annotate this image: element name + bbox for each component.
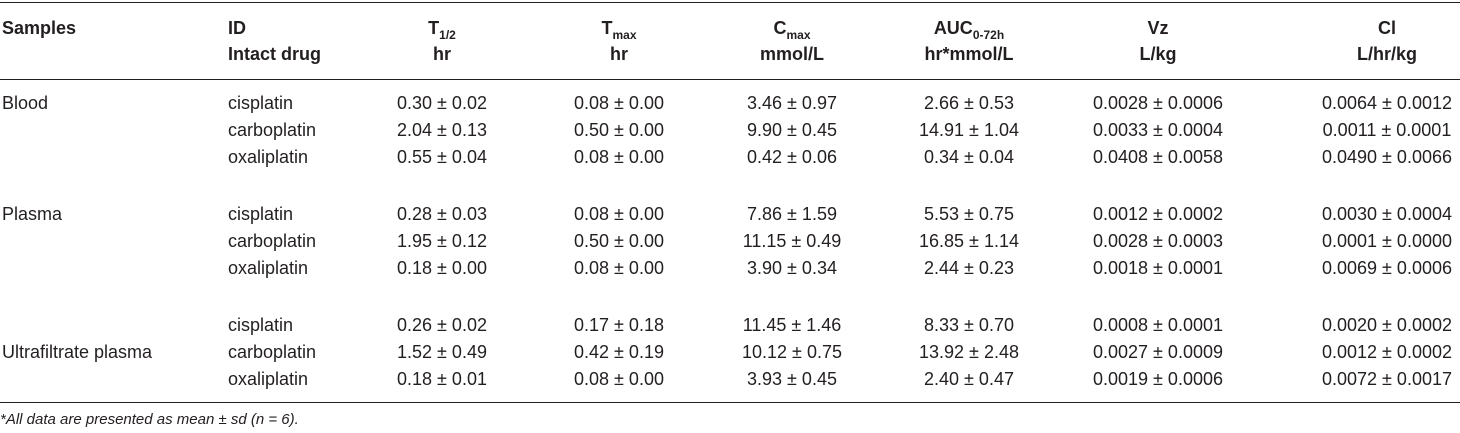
header-auc-unit: hr*mmol/L bbox=[924, 44, 1014, 64]
value-t-half: 0.28 ± 0.03 bbox=[397, 204, 487, 224]
drug-name: carboplatin bbox=[228, 120, 317, 140]
value-vz: 0.0012 ± 0.0002 bbox=[1093, 204, 1223, 224]
value-auc: 13.92 ± 2.48 bbox=[919, 342, 1019, 362]
value-cmax: 10.12 ± 0.75 bbox=[742, 342, 842, 362]
drug-name: cisplatin bbox=[228, 315, 294, 335]
header-cmax: Cmax bbox=[773, 18, 811, 42]
value-auc: 5.53 ± 0.75 bbox=[924, 204, 1014, 224]
header-cmax-unit: mmol/L bbox=[759, 44, 824, 64]
value-auc: 8.33 ± 0.70 bbox=[924, 315, 1014, 335]
value-tmax: 0.50 ± 0.00 bbox=[574, 120, 664, 140]
value-t-half: 0.18 ± 0.00 bbox=[397, 258, 487, 278]
value-t-half: 0.26 ± 0.02 bbox=[397, 315, 487, 335]
value-cl: 0.0490 ± 0.0066 bbox=[1322, 147, 1452, 167]
value-vz: 0.0018 ± 0.0001 bbox=[1093, 258, 1223, 278]
value-t-half: 2.04 ± 0.13 bbox=[397, 120, 487, 140]
drug-name: oxaliplatin bbox=[228, 369, 309, 389]
drug-name: cisplatin bbox=[228, 204, 294, 224]
header-cl: Cl bbox=[1378, 18, 1396, 38]
value-auc: 14.91 ± 1.04 bbox=[919, 120, 1019, 140]
sample-label: Plasma bbox=[2, 204, 63, 224]
value-cmax: 7.86 ± 1.59 bbox=[747, 204, 837, 224]
sample-label: Blood bbox=[2, 93, 49, 113]
value-tmax: 0.08 ± 0.00 bbox=[574, 369, 664, 389]
value-cmax: 0.42 ± 0.06 bbox=[747, 147, 837, 167]
value-vz: 0.0019 ± 0.0006 bbox=[1093, 369, 1223, 389]
value-cmax: 3.93 ± 0.45 bbox=[747, 369, 837, 389]
value-vz: 0.0028 ± 0.0006 bbox=[1093, 93, 1223, 113]
value-vz: 0.0408 ± 0.0058 bbox=[1093, 147, 1223, 167]
value-cmax: 11.45 ± 1.46 bbox=[742, 315, 842, 335]
header-vz-unit: L/kg bbox=[1139, 44, 1177, 64]
footnote: *All data are presented as mean ± sd (n … bbox=[0, 411, 299, 428]
drug-name: oxaliplatin bbox=[228, 147, 309, 167]
value-cl: 0.0069 ± 0.0006 bbox=[1322, 258, 1452, 278]
value-t-half: 0.30 ± 0.02 bbox=[397, 93, 487, 113]
value-auc: 2.40 ± 0.47 bbox=[924, 369, 1014, 389]
value-t-half: 0.55 ± 0.04 bbox=[397, 147, 487, 167]
header-t-half-unit: hr bbox=[433, 44, 451, 64]
header-vz: Vz bbox=[1147, 18, 1169, 38]
value-vz: 0.0033 ± 0.0004 bbox=[1093, 120, 1223, 140]
value-vz: 0.0008 ± 0.0001 bbox=[1093, 315, 1223, 335]
top-rule bbox=[0, 2, 1460, 3]
value-auc: 2.44 ± 0.23 bbox=[924, 258, 1014, 278]
value-cmax: 9.90 ± 0.45 bbox=[747, 120, 837, 140]
sample-label: Ultrafiltrate plasma bbox=[2, 342, 153, 362]
value-tmax: 0.08 ± 0.00 bbox=[574, 147, 664, 167]
value-vz: 0.0028 ± 0.0003 bbox=[1093, 231, 1223, 251]
header-tmax: Tmax bbox=[601, 18, 637, 42]
header-rule bbox=[0, 79, 1460, 80]
header-id: ID bbox=[228, 18, 246, 38]
header-intact-drug: Intact drug bbox=[228, 44, 321, 64]
value-cl: 0.0072 ± 0.0017 bbox=[1322, 369, 1452, 389]
value-t-half: 0.18 ± 0.01 bbox=[397, 369, 487, 389]
value-vz: 0.0027 ± 0.0009 bbox=[1093, 342, 1223, 362]
value-cl: 0.0064 ± 0.0012 bbox=[1322, 93, 1452, 113]
value-tmax: 0.08 ± 0.00 bbox=[574, 93, 664, 113]
value-tmax: 0.42 ± 0.19 bbox=[574, 342, 664, 362]
value-auc: 2.66 ± 0.53 bbox=[924, 93, 1014, 113]
value-tmax: 0.50 ± 0.00 bbox=[574, 231, 664, 251]
value-cmax: 3.46 ± 0.97 bbox=[747, 93, 837, 113]
value-cmax: 3.90 ± 0.34 bbox=[747, 258, 837, 278]
value-t-half: 1.95 ± 0.12 bbox=[397, 231, 487, 251]
drug-name: cisplatin bbox=[228, 93, 294, 113]
drug-name: carboplatin bbox=[228, 231, 317, 251]
drug-name: carboplatin bbox=[228, 342, 317, 362]
header-samples: Samples bbox=[2, 18, 77, 38]
bottom-rule bbox=[0, 402, 1460, 403]
value-cl: 0.0012 ± 0.0002 bbox=[1322, 342, 1452, 362]
value-tmax: 0.17 ± 0.18 bbox=[574, 315, 664, 335]
drug-name: oxaliplatin bbox=[228, 258, 309, 278]
value-tmax: 0.08 ± 0.00 bbox=[574, 204, 664, 224]
header-tmax-unit: hr bbox=[610, 44, 628, 64]
value-t-half: 1.52 ± 0.49 bbox=[397, 342, 487, 362]
header-auc: AUC0-72h bbox=[933, 18, 1005, 42]
value-auc: 0.34 ± 0.04 bbox=[924, 147, 1014, 167]
header-t-half: T1/2 bbox=[428, 18, 456, 42]
value-cl: 0.0030 ± 0.0004 bbox=[1322, 204, 1452, 224]
value-cl: 0.0020 ± 0.0002 bbox=[1322, 315, 1452, 335]
value-cl: 0.0011 ± 0.0001 bbox=[1322, 120, 1452, 140]
header-cl-unit: L/hr/kg bbox=[1356, 44, 1417, 64]
value-tmax: 0.08 ± 0.00 bbox=[574, 258, 664, 278]
value-auc: 16.85 ± 1.14 bbox=[919, 231, 1019, 251]
value-cmax: 11.15 ± 0.49 bbox=[742, 231, 842, 251]
value-cl: 0.0001 ± 0.0000 bbox=[1322, 231, 1452, 251]
